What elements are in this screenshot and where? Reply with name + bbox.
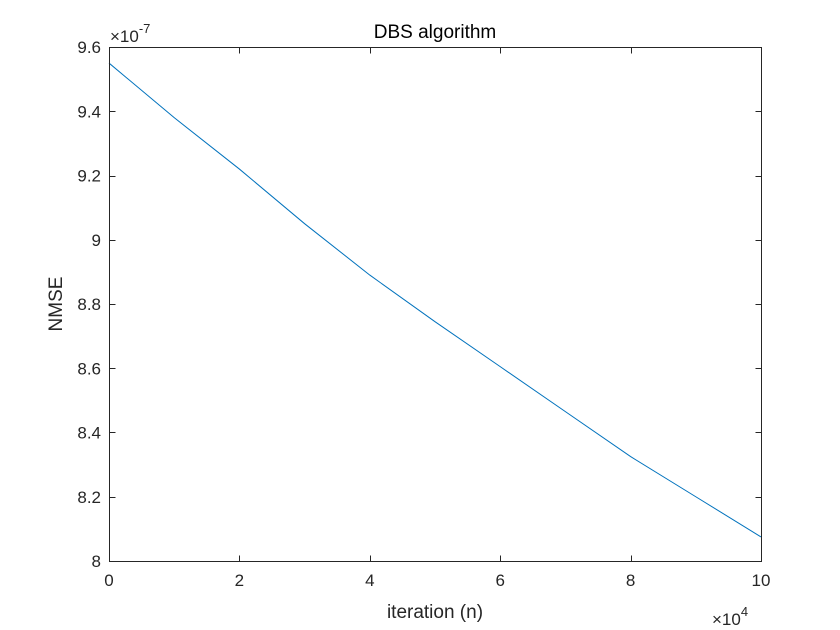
chart-title: DBS algorithm [374,22,497,43]
x-multiplier-base: ×10 [712,610,741,629]
y-tick-label: 9.6 [77,38,101,57]
tick-labels: 0 2 4 6 8 10 8 8.2 8.4 8.6 8.8 9 9.2 9.4 9.6 [77,38,770,590]
series-line [108,62,762,538]
x-multiplier-exponent: 4 [741,604,748,619]
y-multiplier-base: ×10 [110,27,139,46]
y-tick-label: 8.4 [77,424,101,443]
y-axis-label: NMSE [46,277,67,332]
y-tick-label: 8 [92,552,101,571]
x-tick-label: 0 [104,571,113,590]
x-tick-label: 4 [365,571,374,590]
x-tick-label: 6 [495,571,504,590]
x-tick-label: 2 [235,571,244,590]
y-tick-label: 8.8 [77,295,101,314]
x-tick-label: 10 [752,571,771,590]
x-axis-multiplier: ×104 [712,604,748,629]
plot-area [109,47,762,562]
y-axis-multiplier: ×10-7 [110,21,150,46]
y-tick-label: 9.2 [77,167,101,186]
y-multiplier-exponent: -7 [139,21,151,36]
y-tick-label: 8.6 [77,359,101,378]
y-tick-label: 8.2 [77,488,101,507]
y-tick-label: 9.4 [77,102,101,121]
series-group [108,62,762,538]
y-tick-label: 9 [92,231,101,250]
x-axis-label: iteration (n) [387,602,483,623]
plot-box [109,47,762,562]
x-tick-label: 8 [626,571,635,590]
